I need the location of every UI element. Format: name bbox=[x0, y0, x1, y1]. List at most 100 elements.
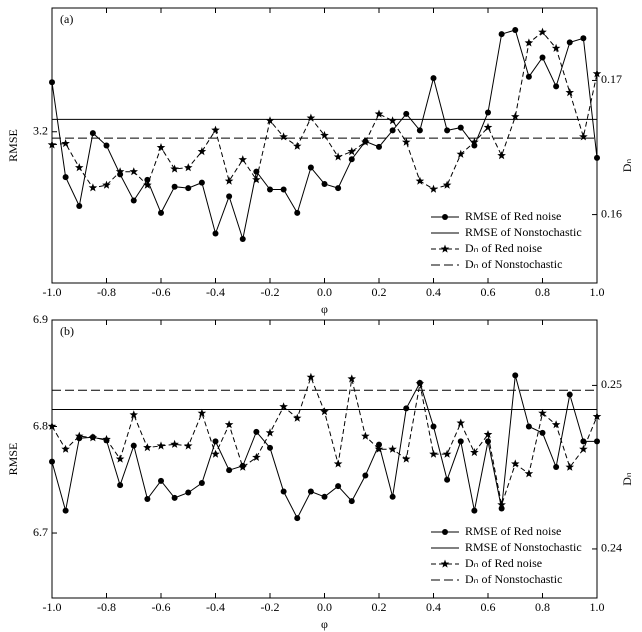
data-point bbox=[156, 441, 166, 450]
data-point bbox=[553, 463, 560, 470]
data-point bbox=[566, 39, 573, 46]
y-tick-label: 6.9 bbox=[33, 312, 48, 326]
series-line bbox=[51, 31, 598, 190]
data-point bbox=[457, 438, 464, 445]
data-point bbox=[524, 469, 534, 478]
data-point bbox=[197, 147, 207, 156]
data-point bbox=[415, 379, 425, 388]
legend-marker bbox=[440, 559, 450, 568]
data-point bbox=[265, 428, 275, 437]
data-point bbox=[238, 155, 247, 164]
data-point bbox=[470, 137, 479, 146]
data-point bbox=[198, 479, 205, 486]
data-point bbox=[47, 421, 57, 430]
data-point bbox=[267, 186, 273, 193]
legend-label: RMSE of Red noise bbox=[465, 209, 561, 223]
data-point bbox=[253, 168, 260, 175]
data-point bbox=[226, 467, 233, 474]
panel-label: (b) bbox=[60, 324, 74, 338]
data-point bbox=[539, 54, 546, 61]
y2-tick-label: 0.17 bbox=[601, 72, 622, 86]
data-point bbox=[457, 124, 464, 131]
data-point bbox=[279, 402, 288, 411]
data-point bbox=[171, 494, 178, 501]
data-point bbox=[348, 156, 355, 163]
x-tick-label: 0.2 bbox=[372, 285, 387, 299]
data-point bbox=[470, 448, 479, 457]
data-point bbox=[88, 433, 98, 442]
data-point bbox=[279, 132, 288, 141]
data-point bbox=[144, 176, 151, 183]
data-point bbox=[471, 507, 478, 514]
data-point bbox=[402, 454, 411, 463]
data-point bbox=[456, 149, 465, 158]
data-point bbox=[115, 454, 125, 463]
legend-marker bbox=[442, 529, 448, 535]
y-axis-label: RMSE bbox=[6, 129, 20, 162]
data-point bbox=[415, 176, 425, 185]
data-point bbox=[579, 132, 588, 141]
data-point bbox=[185, 489, 192, 496]
data-point bbox=[49, 79, 55, 86]
legend-label: RMSE of Nonstochastic bbox=[465, 540, 582, 554]
panel-label: (a) bbox=[60, 12, 73, 26]
data-point bbox=[388, 444, 397, 453]
x-tick-label: -1.0 bbox=[43, 600, 62, 614]
data-point bbox=[115, 167, 125, 176]
data-point bbox=[238, 462, 247, 471]
y2-axis-label: Dₙ bbox=[620, 472, 634, 486]
x-tick-label: 0.6 bbox=[481, 600, 496, 614]
data-point bbox=[143, 180, 152, 189]
data-point bbox=[252, 452, 261, 461]
data-point bbox=[294, 209, 301, 216]
x-tick-label: 0.2 bbox=[372, 600, 387, 614]
data-point bbox=[267, 444, 273, 451]
data-point bbox=[485, 438, 491, 445]
data-point bbox=[293, 141, 302, 150]
data-point bbox=[62, 174, 69, 181]
data-point bbox=[143, 443, 152, 452]
data-point bbox=[197, 408, 207, 417]
x-tick-label: -0.2 bbox=[261, 285, 280, 299]
data-point bbox=[389, 127, 396, 134]
data-point bbox=[376, 441, 382, 448]
data-point bbox=[538, 27, 547, 36]
data-point bbox=[211, 125, 220, 134]
data-point bbox=[347, 374, 356, 383]
data-point bbox=[335, 483, 342, 490]
legend-marker bbox=[440, 244, 450, 253]
data-point bbox=[306, 113, 316, 122]
data-point bbox=[75, 163, 84, 172]
data-point bbox=[553, 83, 560, 90]
data-point bbox=[594, 438, 600, 445]
data-point bbox=[444, 476, 451, 483]
data-point bbox=[212, 230, 219, 237]
x-tick-label: 0.4 bbox=[426, 600, 441, 614]
x-axis-label: φ bbox=[321, 617, 328, 631]
data-point bbox=[374, 444, 384, 453]
data-point bbox=[158, 477, 164, 484]
data-point bbox=[389, 493, 396, 500]
data-point bbox=[130, 442, 137, 449]
data-point bbox=[347, 147, 356, 156]
y-tick-label: 3.2 bbox=[33, 124, 48, 138]
data-point bbox=[511, 112, 520, 121]
data-point bbox=[61, 444, 70, 453]
data-point bbox=[444, 127, 451, 134]
x-tick-label: 0.4 bbox=[426, 285, 441, 299]
legend-label: Dₙ of Red noise bbox=[465, 241, 542, 255]
data-point bbox=[374, 109, 384, 118]
x-tick-label: 0.0 bbox=[317, 285, 332, 299]
data-point bbox=[239, 236, 246, 242]
legend-label: RMSE of Red noise bbox=[465, 524, 561, 538]
data-point bbox=[224, 176, 234, 185]
data-point bbox=[307, 488, 314, 495]
data-point bbox=[565, 462, 574, 471]
data-point bbox=[306, 372, 316, 381]
data-point bbox=[170, 439, 179, 448]
data-point bbox=[129, 167, 138, 176]
data-point bbox=[117, 482, 124, 489]
data-point bbox=[525, 73, 532, 80]
data-point bbox=[361, 431, 370, 440]
